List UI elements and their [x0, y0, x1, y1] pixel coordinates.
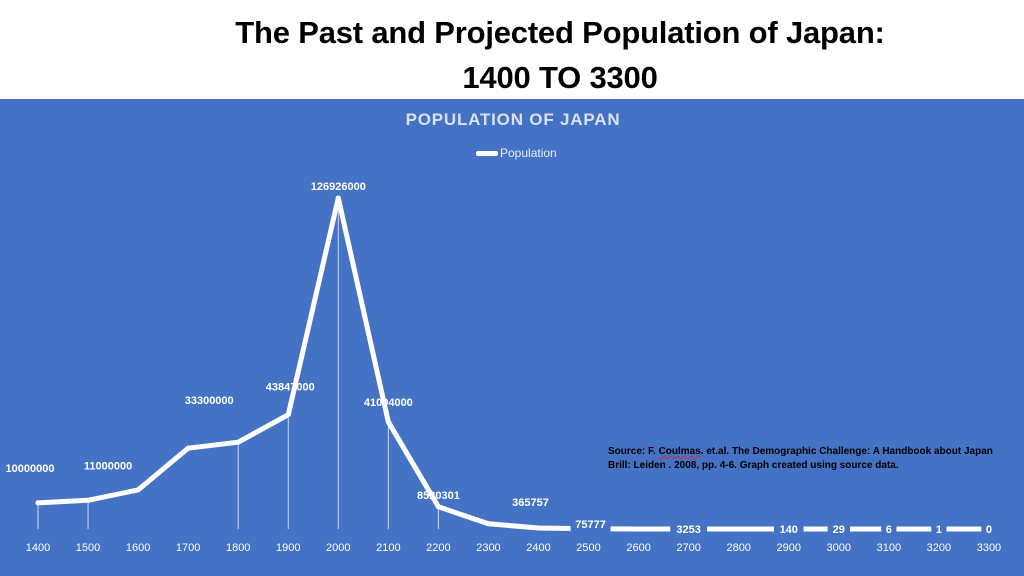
x-tick-label-1700: 1700	[176, 542, 200, 554]
data-label-knockout	[570, 517, 611, 532]
x-tick-label-2800: 2800	[726, 542, 750, 554]
data-label-1800: 33300000	[185, 395, 234, 407]
data-point	[85, 497, 91, 503]
data-label-3300: 0	[986, 524, 992, 536]
page-title: The Past and Projected Population of Jap…	[0, 10, 1024, 100]
page-title-line-1: The Past and Projected Population of Jap…	[235, 15, 885, 50]
x-tick-label-2500: 2500	[576, 542, 600, 554]
x-tick-label-2200: 2200	[426, 542, 450, 554]
x-tick-label-2100: 2100	[376, 542, 400, 554]
data-point	[536, 525, 541, 531]
x-tick-label-3300: 3300	[977, 542, 1001, 554]
x-tick-label-2900: 2900	[777, 542, 801, 554]
data-label-1900: 43847000	[266, 382, 315, 394]
x-tick-label-3200: 3200	[927, 542, 951, 554]
x-tick-label-1500: 1500	[76, 542, 100, 554]
data-point	[135, 487, 141, 493]
x-tick-label-1800: 1800	[226, 542, 250, 554]
source-prefix: Source: F.	[608, 446, 659, 457]
data-point	[335, 195, 341, 201]
series-line-population	[35, 195, 992, 532]
data-label-knockout	[670, 522, 708, 537]
legend-label-population: Population	[500, 146, 557, 160]
chart-legend: Population	[476, 145, 557, 161]
data-label-3000: 29	[833, 524, 845, 536]
page-title-line-2: 1400 TO 3300	[462, 60, 658, 95]
x-tick-label-3000: 3000	[827, 542, 851, 554]
data-point	[285, 412, 291, 418]
source-line-2: Brill: Leiden . 2008, pp. 4-6. Graph cre…	[608, 460, 899, 471]
chart-title: POPULATION OF JAPAN	[405, 110, 621, 129]
x-tick-label-2700: 2700	[676, 542, 700, 554]
data-point	[235, 439, 241, 445]
source-line-1-rest: . et.al. The Demographic Challenge: A Ha…	[700, 446, 993, 457]
x-tick-label-3100: 3100	[877, 542, 901, 554]
data-label-2200: 8520301	[417, 490, 460, 502]
source-author: Coulmas	[658, 446, 701, 457]
data-point	[185, 445, 191, 451]
data-label-knockout	[981, 523, 997, 537]
data-label-2700: 3253	[676, 524, 700, 536]
data-label-knockout	[827, 522, 850, 537]
chart-panel	[0, 99, 1024, 576]
data-label-1400: 10000000	[6, 463, 55, 475]
data-label-2900: 140	[780, 524, 798, 536]
x-tick-label-1400: 1400	[26, 542, 50, 554]
data-point	[385, 419, 391, 425]
data-point	[636, 526, 642, 532]
data-label-knockout	[931, 523, 947, 537]
data-point	[435, 504, 441, 510]
data-point	[736, 526, 742, 532]
data-label-2100: 41094000	[364, 397, 413, 409]
x-tick-label-2600: 2600	[626, 542, 650, 554]
data-label-3200: 1	[936, 524, 942, 536]
data-point	[485, 521, 491, 527]
data-label-1500: 11000000	[84, 460, 132, 472]
data-label-2400: 365757	[512, 497, 549, 509]
data-label-knockout	[773, 522, 804, 537]
x-tick-label-1900: 1900	[276, 542, 300, 554]
x-tick-label-2300: 2300	[476, 542, 500, 554]
data-point	[35, 500, 41, 506]
data-label-knockout	[881, 523, 897, 537]
source-note: Source: F. Coulmas. et.al. The Demograph…	[608, 445, 1018, 473]
x-tick-label-2000: 2000	[326, 542, 350, 554]
x-tick-label-1600: 1600	[126, 542, 150, 554]
data-label-3100: 6	[886, 524, 892, 536]
data-label-2000: 126926000	[311, 181, 366, 193]
x-tick-label-2400: 2400	[526, 542, 550, 554]
legend-line-swatch	[476, 150, 498, 156]
data-label-2500: 75777	[575, 519, 606, 531]
